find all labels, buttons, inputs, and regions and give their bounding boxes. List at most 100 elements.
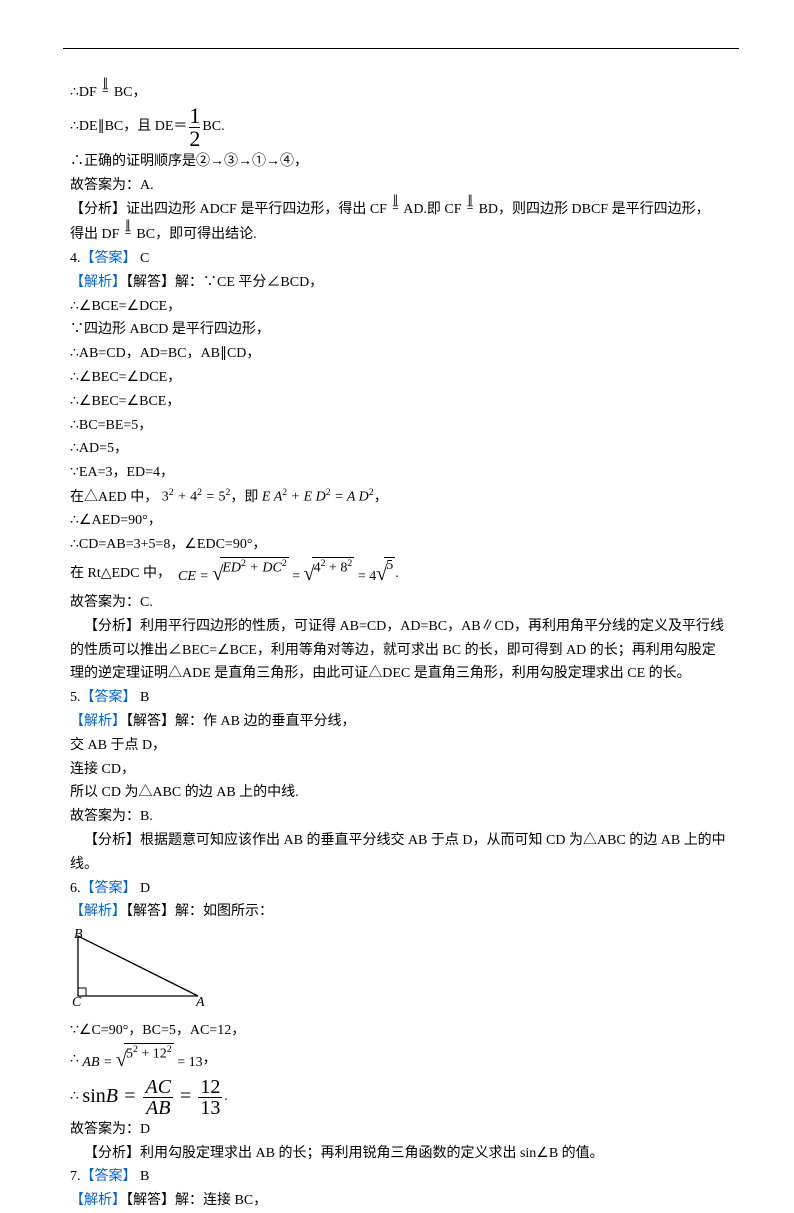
text-line: ∴∠AED=90°， (70, 509, 739, 533)
text: ∵四边形 ABCD 是平行四边形， (70, 322, 270, 337)
text-line: 故答案为：B. (70, 805, 739, 829)
math-expr: E A2 + E D2 = A D2 (262, 485, 374, 509)
text: ∴CD=AB=3+5=8，∠EDC=90°， (70, 537, 266, 552)
v: AB = (82, 1055, 112, 1070)
text-line: 理的逆定理证明△ADE 是直角三角形，由此可证△DEC 是直角三角形，利用勾股定… (70, 662, 739, 686)
n: 5 (384, 557, 395, 575)
den: AB (143, 1097, 173, 1118)
text: 在 Rt△EDC 中， (70, 562, 171, 586)
label-c: C (72, 995, 82, 1006)
label-b: B (74, 928, 83, 942)
v: = A D (334, 490, 369, 505)
label-a: A (195, 995, 205, 1006)
answer-label: 【答案】 (81, 881, 137, 896)
text: 【解答】解：∵CE 平分∠BCD， (126, 275, 323, 290)
answer-val: C (137, 251, 150, 266)
text-line: 所以 CD 为△ABC 的边 AB 上的中线. (70, 781, 739, 805)
text: 【解答】解：连接 BC， (126, 1193, 267, 1208)
text-line: 在△AED 中， 32 + 42 = 52，即 E A2 + E D2 = A … (70, 485, 739, 509)
text-line: ∴ sinB = ACAB = 1213 . (70, 1077, 739, 1118)
text: 得出 DF (70, 227, 119, 242)
text: 故答案为：B. (70, 809, 153, 824)
text: BC，即可得出结论. (136, 227, 256, 242)
num: AC (143, 1077, 173, 1097)
text-line: 【解析】【解答】解：∵CE 平分∠BCD， (70, 271, 739, 295)
parallel-equal-symbol (465, 197, 475, 221)
text-line: ∴∠BCE=∠DCE， (70, 295, 739, 319)
text-line: ∴DE∥BC，且 DE＝ 12 BC. (70, 105, 739, 150)
text: 理的逆定理证明△ADE 是直角三角形，由此可证△DEC 是直角三角形，利用勾股定… (70, 666, 691, 681)
text-line: ∴∠BEC=∠BCE， (70, 390, 739, 414)
q-num: 7. (70, 1169, 81, 1184)
text: 【分析】利用勾股定理求出 AB 的长；再利用锐角三角函数的定义求出 sin∠B … (84, 1146, 604, 1161)
analysis-label: 【解析】 (70, 275, 126, 290)
answer-line-4: 4.【答案】 C (70, 247, 739, 271)
text: ∴正确的证明顺序是②→③→①→④， (70, 154, 308, 169)
text: . (395, 562, 399, 586)
text: 所以 CD 为△ABC 的边 AB 上的中线. (70, 785, 299, 800)
answer-val: B (137, 690, 150, 705)
parallel-equal-symbol (100, 80, 110, 104)
analysis-label: 【解析】 (70, 1193, 126, 1208)
text: 线。 (70, 857, 98, 872)
numerator: 1 (189, 105, 200, 127)
text: ∴AD=5， (70, 441, 128, 456)
text: ∴DF (70, 85, 97, 100)
text-line: ∴CD=AB=3+5=8，∠EDC=90°， (70, 533, 739, 557)
text: . (224, 1085, 228, 1109)
text-line: ∴正确的证明顺序是②→③→①→④， (70, 150, 739, 174)
math-expr: 32 + 42 = 52 (162, 485, 231, 509)
math-ce-expr: CE = √ED2 + DC2 = √42 + 82 = 4√5 (178, 557, 395, 591)
q-num: 4. (70, 251, 81, 266)
text-line: 故答案为：D (70, 1118, 739, 1142)
text: 【解答】解：作 AB 边的垂直平分线， (126, 714, 355, 729)
n: 4 (314, 561, 321, 576)
text-line: 【分析】利用勾股定理求出 AB 的长；再利用锐角三角函数的定义求出 sin∠B … (70, 1142, 739, 1166)
answer-label: 【答案】 (81, 1169, 137, 1184)
v: CE = (178, 569, 209, 584)
text: ∴∠BCE=∠DCE， (70, 299, 181, 314)
n: + 8 (329, 561, 347, 576)
text: 故答案为：A. (70, 178, 154, 193)
text: 【分析】证出四边形 ADCF 是平行四边形，得出 CF (70, 202, 387, 217)
text: 故答案为：D (70, 1122, 150, 1137)
text: ∴ (70, 1085, 79, 1109)
text: 【分析】根据题意可知应该作出 AB 的垂直平分线交 AB 于点 D，从而可知 C… (84, 833, 726, 848)
text-line: ∵EA=3，ED=4， (70, 461, 739, 485)
v: ED (222, 561, 241, 576)
den: 13 (198, 1097, 222, 1118)
math-sinb-expr: sinB = ACAB = 1213 (82, 1077, 224, 1118)
text-line: 故答案为：C. (70, 591, 739, 615)
answer-label: 【答案】 (81, 690, 137, 705)
text: BC. (202, 115, 224, 139)
text: ∵EA=3，ED=4， (70, 465, 174, 480)
denominator: 2 (189, 127, 200, 150)
answer-label: 【答案】 (81, 251, 137, 266)
q-num: 6. (70, 881, 81, 896)
analysis-label: 【解析】 (70, 904, 126, 919)
text-line: 【分析】证出四边形 ADCF 是平行四边形，得出 CF AD.即 CF BD，则… (70, 197, 739, 222)
text: ，即 (230, 486, 258, 510)
text-line: 【分析】根据题意可知应该作出 AB 的垂直平分线交 AB 于点 D，从而可知 C… (70, 829, 739, 853)
answer-line-6: 6.【答案】 D (70, 877, 739, 901)
text: ∵∠C=90°，BC=5，AC=12， (70, 1023, 245, 1038)
text: 【解答】解：如图所示： (126, 904, 273, 919)
text: BD，则四边形 DBCF 是平行四边形， (479, 202, 710, 217)
parallel-equal-symbol (390, 197, 400, 221)
text: ， (203, 1048, 217, 1072)
text: ∴∠AED=90°， (70, 513, 162, 528)
analysis-label: 【解析】 (70, 714, 126, 729)
num: 12 (198, 1077, 222, 1097)
text-line: ∵∠C=90°，BC=5，AC=12， (70, 1019, 739, 1043)
text-line: 在 Rt△EDC 中， CE = √ED2 + DC2 = √42 + 82 =… (70, 557, 739, 591)
document-body: ∴DF B C ， ∴DE∥BC，且 DE＝ 12 BC. ∴正确的证明顺序是②→③… (70, 80, 739, 1213)
text-line: ∵四边形 ABCD 是平行四边形， (70, 318, 739, 342)
text: 交 AB 于点 D， (70, 738, 166, 753)
v: B = (106, 1085, 137, 1107)
parallel-equal-symbol (123, 222, 133, 246)
right-triangle-diagram: B C A (70, 928, 739, 1015)
text-line: 得出 DF BC，即可得出结论. (70, 222, 739, 247)
eq: = (180, 1085, 191, 1107)
q-num: 5. (70, 690, 81, 705)
text: 在△AED 中， (70, 486, 158, 510)
